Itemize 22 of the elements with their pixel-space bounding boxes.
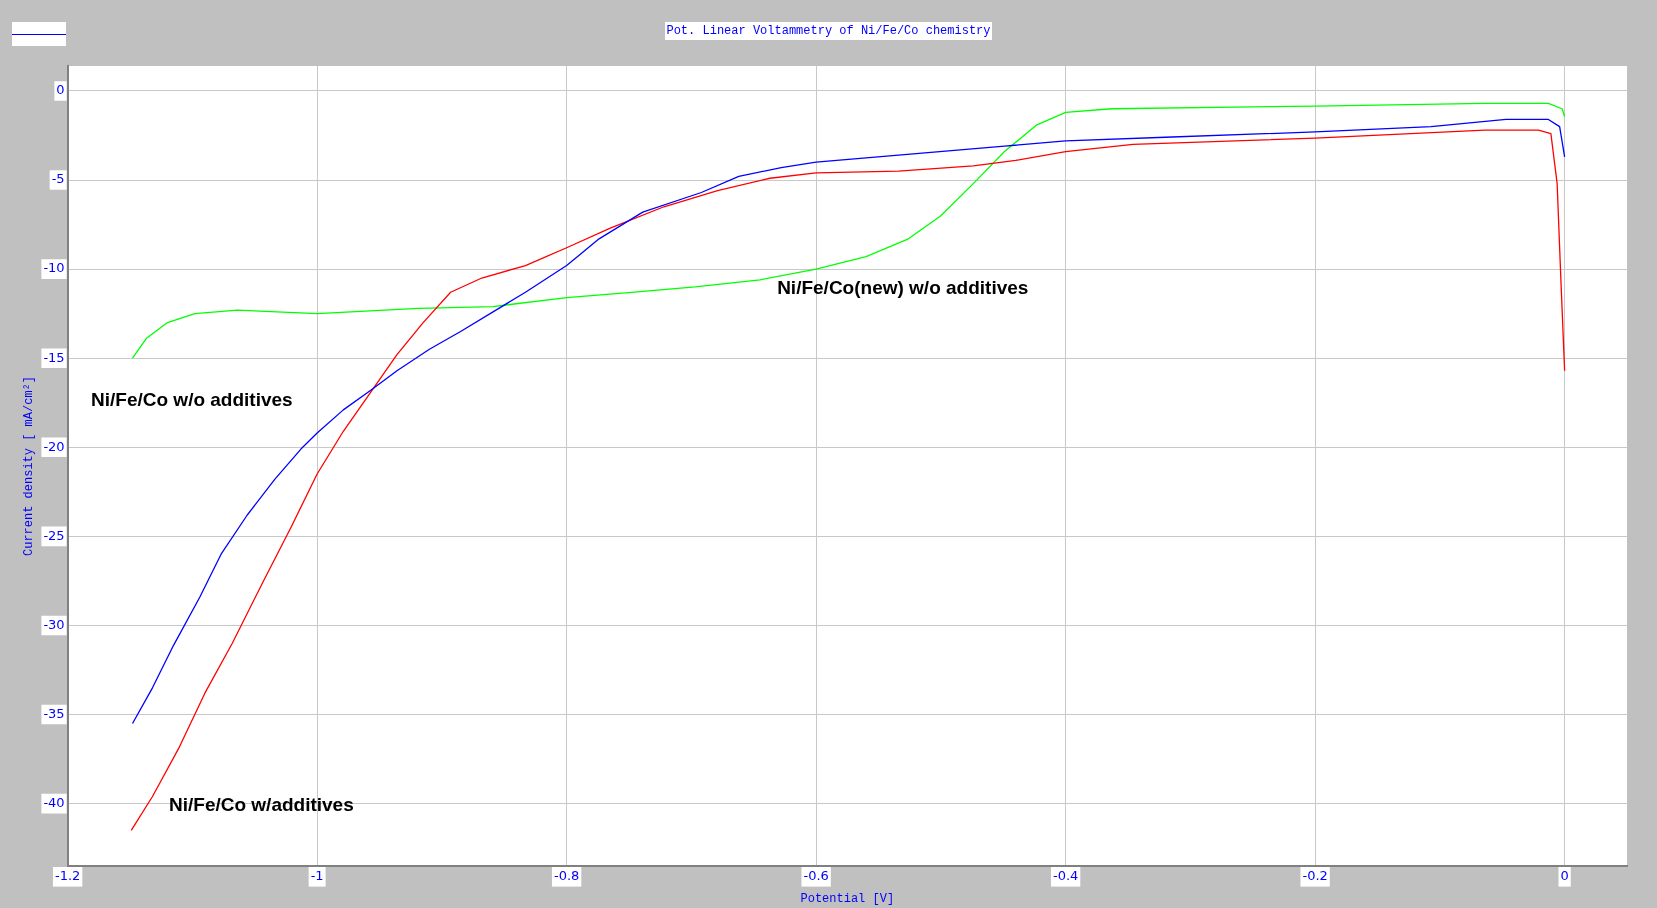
y-tick-label: -20 (43, 438, 65, 454)
chart-title: Pot. Linear Voltammetry of Ni/Fe/Co chemistry (665, 22, 992, 40)
x-tick-label: -1 (310, 868, 324, 884)
x-axis-title: Potential [V] (800, 891, 895, 906)
x-tick-label: -0.6 (803, 868, 829, 884)
x-tick-label: -0.4 (1052, 868, 1079, 884)
y-tick-label: 0 (56, 82, 65, 98)
y-tick-label: -35 (43, 705, 65, 721)
y-tick-label: -40 (43, 795, 65, 811)
y-tick-label: -25 (43, 527, 65, 543)
annotation: Ni/Fe/Co w/additives (168, 794, 354, 816)
annotation: Ni/Fe/Co(new) w/o additives (777, 277, 1029, 299)
x-tick-label: 0 (1560, 868, 1569, 884)
y-axis-title: Current density [ mA/cm²] (22, 375, 37, 557)
x-tick-label: -0.2 (1302, 868, 1328, 884)
annotation: Ni/Fe/Co w/o additives (91, 388, 293, 410)
x-tick-label: -0.8 (553, 868, 580, 884)
x-tick-label: -1.2 (54, 868, 81, 884)
y-tick-label: -15 (43, 349, 65, 365)
y-tick-label: -10 (43, 260, 65, 276)
y-tick-label: -30 (43, 616, 65, 632)
y-tick-label: -5 (51, 171, 65, 187)
